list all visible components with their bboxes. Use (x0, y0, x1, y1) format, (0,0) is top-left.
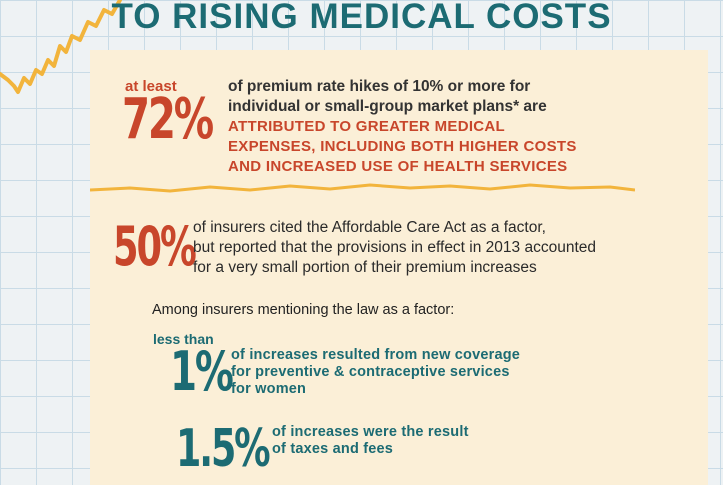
stat1-value: 72% (122, 87, 214, 152)
stat3-value: 1% (170, 340, 234, 403)
stat4-line2: of taxes and fees (272, 441, 394, 457)
stat1-line1: of premium rate hikes of 10% or more for (228, 78, 531, 95)
rising-graph-line (0, 0, 122, 94)
stat1-line2: individual or small-group market plans* … (228, 98, 547, 115)
among-insurers-label: Among insurers mentioning the law as a f… (152, 302, 455, 318)
stat3-prefix: less than (153, 331, 214, 347)
content-panel (90, 50, 708, 485)
stat3-line1: of increases resulted from new coverage (231, 347, 521, 363)
stat2-value: 50% (113, 215, 197, 278)
stat2-line1: of insurers cited the Affordable Care Ac… (193, 219, 546, 236)
wavy-divider (90, 183, 635, 193)
stat1-highlight2: EXPENSES, INCLUDING BOTH HIGHER COSTS (228, 138, 577, 155)
stat3-line2: for preventive & contraceptive services (231, 364, 510, 380)
stat2-line2: but reported that the provisions in effe… (193, 239, 596, 256)
stat3-line3: for women (231, 381, 307, 397)
stat1-prefix: at least (125, 78, 177, 95)
stat4-value: 1.5% (176, 419, 271, 479)
stat4-line1: of increases were the result (272, 424, 469, 440)
stat2-line3: for a very small portion of their premiu… (193, 259, 537, 276)
stat1-highlight3: AND INCREASED USE OF HEALTH SERVICES (228, 158, 568, 175)
page-title: TO RISING MEDICAL COSTS (111, 0, 612, 36)
stat1-highlight1: ATTRIBUTED TO GREATER MEDICAL (228, 118, 506, 135)
